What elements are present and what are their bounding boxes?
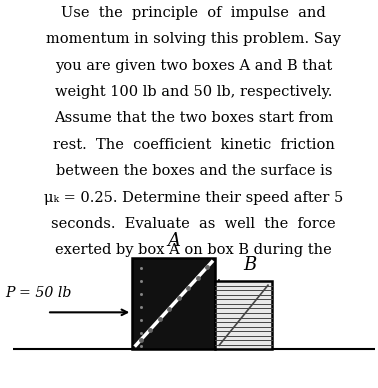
Text: rest.  The  coefficient  kinetic  friction: rest. The coefficient kinetic friction: [53, 138, 335, 152]
Text: μₖ = 0.25. Determine their speed after 5: μₖ = 0.25. Determine their speed after 5: [44, 191, 343, 204]
Text: B: B: [243, 256, 257, 274]
Text: Assume that the two boxes start from: Assume that the two boxes start from: [54, 111, 333, 125]
Text: P = 50 lb: P = 50 lb: [5, 286, 71, 300]
Text: seconds.  Evaluate  as  well  the  force: seconds. Evaluate as well the force: [51, 217, 336, 231]
Text: exerted by box A on box B during the: exerted by box A on box B during the: [56, 243, 332, 257]
Text: between the boxes and the surface is: between the boxes and the surface is: [56, 164, 332, 178]
Text: motion.: motion.: [166, 270, 222, 284]
Text: A: A: [167, 232, 180, 250]
Text: you are given two boxes A and B that: you are given two boxes A and B that: [55, 59, 332, 73]
Text: momentum in solving this problem. Say: momentum in solving this problem. Say: [46, 32, 341, 46]
Text: Use  the  principle  of  impulse  and: Use the principle of impulse and: [61, 6, 326, 20]
Bar: [132, 258, 215, 349]
Bar: [215, 281, 272, 349]
Text: weight 100 lb and 50 lb, respectively.: weight 100 lb and 50 lb, respectively.: [55, 85, 333, 99]
